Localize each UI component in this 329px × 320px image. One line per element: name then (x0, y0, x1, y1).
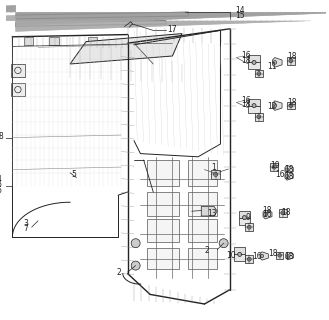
Bar (147, 192, 179, 216)
Text: 14: 14 (235, 6, 244, 15)
Bar (287, 102, 295, 109)
Bar (248, 106, 260, 113)
Text: 13: 13 (207, 209, 216, 218)
Polygon shape (70, 34, 182, 64)
Circle shape (281, 211, 285, 215)
Circle shape (273, 60, 277, 64)
Bar (189, 192, 217, 216)
Circle shape (289, 104, 293, 108)
Text: 18: 18 (287, 52, 296, 60)
Bar (212, 170, 220, 179)
Circle shape (252, 60, 256, 64)
Bar (255, 113, 263, 121)
Bar (287, 57, 295, 65)
Text: 17: 17 (168, 25, 177, 34)
Bar (248, 62, 260, 69)
Text: 18: 18 (285, 165, 294, 174)
Circle shape (272, 165, 276, 169)
Circle shape (238, 252, 242, 256)
Bar (147, 248, 179, 269)
Bar (189, 248, 217, 269)
Circle shape (214, 172, 218, 177)
Polygon shape (286, 252, 293, 260)
Text: 18: 18 (268, 249, 278, 258)
Circle shape (286, 254, 289, 258)
Polygon shape (285, 165, 293, 174)
Text: 16: 16 (241, 96, 251, 105)
Bar (255, 70, 263, 77)
Bar (189, 160, 217, 186)
Circle shape (247, 257, 251, 261)
Bar (234, 247, 245, 254)
Polygon shape (285, 172, 293, 180)
Text: 4: 4 (0, 175, 1, 184)
Text: 7: 7 (24, 224, 29, 233)
Polygon shape (260, 252, 268, 260)
Text: 19: 19 (270, 161, 280, 170)
Text: 2: 2 (204, 246, 209, 255)
Bar (245, 223, 253, 231)
Text: 16: 16 (241, 51, 251, 60)
Bar (24, 37, 33, 45)
Circle shape (260, 254, 264, 258)
Circle shape (273, 104, 277, 108)
Text: 18: 18 (285, 172, 294, 180)
Circle shape (278, 253, 281, 257)
Circle shape (289, 59, 293, 63)
Bar (239, 211, 250, 218)
Text: 18: 18 (262, 206, 271, 215)
Text: 18: 18 (241, 100, 251, 109)
Text: 18: 18 (287, 98, 296, 107)
Polygon shape (272, 58, 282, 67)
Text: 16: 16 (262, 210, 272, 219)
Text: 16: 16 (275, 170, 285, 179)
Circle shape (131, 239, 140, 248)
Polygon shape (272, 101, 282, 110)
Bar (248, 99, 260, 106)
Bar (279, 209, 287, 217)
Bar (88, 37, 97, 45)
Text: 12: 12 (267, 102, 276, 111)
Circle shape (131, 261, 140, 270)
Circle shape (264, 212, 267, 216)
Circle shape (285, 174, 289, 178)
Circle shape (247, 225, 251, 229)
Circle shape (257, 115, 261, 119)
Text: 1: 1 (211, 163, 215, 172)
Text: 2: 2 (116, 268, 121, 277)
Text: 5: 5 (72, 170, 77, 179)
Bar (11, 83, 25, 96)
Bar (276, 252, 283, 259)
Bar (245, 255, 253, 263)
Text: 10: 10 (226, 252, 236, 260)
Text: 6: 6 (0, 186, 1, 195)
Bar (239, 218, 250, 225)
Text: 18: 18 (241, 56, 251, 65)
Text: 8: 8 (0, 132, 3, 140)
Circle shape (242, 216, 246, 220)
Bar (189, 219, 217, 242)
Text: 11: 11 (267, 62, 276, 71)
Circle shape (252, 104, 256, 108)
Circle shape (257, 72, 261, 76)
Bar (270, 163, 278, 171)
Bar (11, 64, 25, 77)
Text: 3: 3 (24, 220, 29, 228)
Text: 9: 9 (245, 213, 250, 222)
Bar (49, 37, 59, 45)
Bar (234, 254, 245, 261)
Circle shape (285, 168, 289, 171)
Text: 18: 18 (284, 252, 293, 261)
Bar (248, 55, 260, 62)
Polygon shape (201, 206, 217, 216)
Text: 15: 15 (235, 11, 244, 20)
Text: 18: 18 (281, 208, 291, 217)
Circle shape (219, 239, 228, 248)
Text: 6: 6 (0, 180, 1, 189)
Text: 16: 16 (252, 252, 262, 261)
Polygon shape (263, 210, 272, 219)
Bar (147, 219, 179, 242)
Bar (147, 160, 179, 186)
